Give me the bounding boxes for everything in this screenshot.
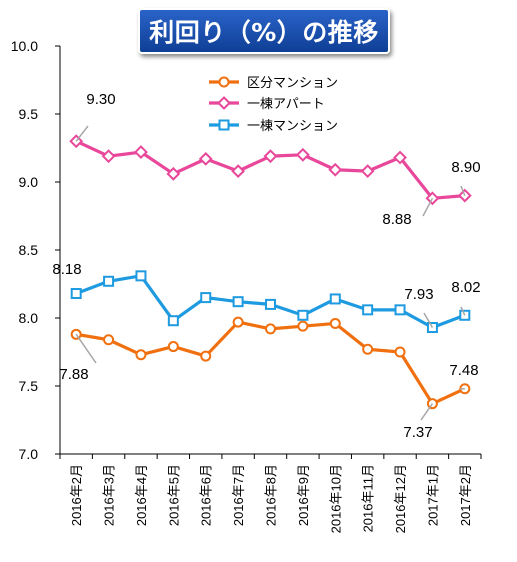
label-leader-line — [460, 185, 466, 196]
x-tick-label: 2016年10月 — [328, 464, 343, 533]
y-tick-label: 7.0 — [19, 446, 39, 462]
x-tick-label: 2016年2月 — [69, 464, 84, 526]
legend-label: 一棟マンション — [247, 119, 338, 134]
data-label: 7.88 — [59, 366, 88, 383]
data-label: 9.30 — [86, 91, 115, 108]
legend-marker — [218, 119, 230, 131]
data-point — [70, 288, 82, 300]
data-point — [231, 164, 246, 179]
data-label: 7.48 — [449, 362, 478, 379]
data-point — [394, 346, 406, 358]
x-tick-label: 2017年1月 — [425, 464, 440, 526]
data-point — [200, 350, 212, 362]
data-point — [265, 323, 276, 335]
data-point — [297, 309, 309, 321]
data-point — [232, 316, 244, 328]
label-leader-line — [75, 125, 89, 142]
data-point — [167, 341, 179, 353]
data-label: 8.88 — [382, 211, 411, 228]
x-tick-label: 2016年6月 — [199, 464, 214, 526]
legend-label: 一棟アパート — [247, 97, 325, 112]
data-point — [198, 151, 213, 166]
data-point — [329, 317, 341, 329]
legend-marker — [218, 76, 230, 88]
y-tick-label: 8.0 — [19, 310, 39, 326]
x-tick-label: 2016年9月 — [296, 464, 311, 526]
data-point — [393, 150, 407, 165]
data-point — [263, 149, 278, 164]
label-leader-line — [75, 333, 97, 364]
data-point — [297, 320, 309, 332]
y-tick-label: 10.0 — [11, 38, 38, 54]
y-tick-label: 8.5 — [19, 242, 39, 258]
data-label: 7.37 — [403, 424, 432, 441]
data-point — [362, 343, 374, 355]
data-point — [200, 292, 212, 304]
label-leader-line — [460, 306, 466, 316]
x-tick-label: 2016年11月 — [361, 464, 376, 532]
x-tick-label: 2016年12月 — [393, 464, 408, 533]
data-point — [362, 304, 374, 316]
data-label: 8.90 — [451, 159, 480, 176]
data-point — [135, 349, 147, 361]
data-point — [232, 296, 244, 308]
y-tick-label: 7.5 — [19, 378, 39, 394]
x-tick-label: 2017年2月 — [458, 464, 473, 526]
chart-title-banner: 利回り（%）の推移 — [138, 8, 390, 54]
data-point — [265, 298, 276, 310]
data-point — [135, 270, 147, 282]
data-point — [101, 149, 116, 164]
data-label: 8.18 — [52, 261, 81, 278]
y-tick-label: 9.0 — [19, 174, 39, 190]
chart-title: 利回り（%）の推移 — [149, 18, 379, 47]
x-tick-label: 2016年3月 — [102, 464, 117, 526]
data-point — [328, 162, 343, 177]
y-tick-label: 9.5 — [19, 106, 39, 122]
label-leader-line — [420, 403, 434, 421]
legend-label: 区分マンション — [247, 76, 338, 91]
x-tick-label: 2016年5月 — [166, 464, 181, 526]
data-point — [167, 315, 179, 327]
data-point — [394, 304, 406, 316]
x-tick-label: 2016年4月 — [134, 464, 149, 526]
data-point — [103, 275, 115, 287]
data-point — [103, 334, 115, 346]
data-point — [360, 164, 375, 179]
label-leader-line — [422, 197, 434, 217]
data-label: 7.93 — [404, 286, 433, 303]
legend-marker — [217, 96, 231, 110]
data-point — [166, 166, 181, 181]
x-tick-label: 2016年8月 — [264, 464, 279, 526]
data-point — [329, 293, 341, 305]
label-leader-line — [423, 312, 434, 328]
x-tick-label: 2016年7月 — [231, 464, 246, 526]
data-point — [295, 147, 310, 162]
data-point — [134, 145, 148, 159]
data-label: 8.02 — [451, 279, 480, 296]
